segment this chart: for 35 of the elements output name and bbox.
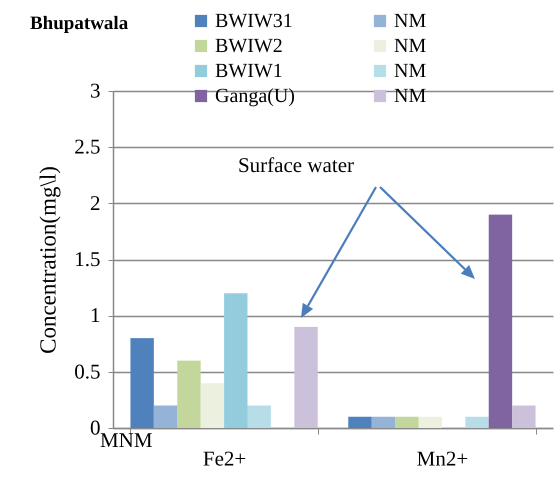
- legend-label: NM: [394, 35, 426, 57]
- bar: [294, 326, 318, 428]
- bar: [154, 406, 178, 428]
- legend-label: BWIW31: [215, 10, 293, 32]
- bar: [465, 416, 489, 428]
- y-tick-label: 1: [90, 303, 100, 328]
- chart-title: Bhupatwala: [30, 13, 128, 35]
- bar: [177, 360, 201, 428]
- y-tick-label: 3: [90, 78, 100, 102]
- legend-label: NM: [394, 10, 426, 32]
- bar: [200, 383, 224, 428]
- bar: [248, 406, 271, 428]
- legend-label: BWIW2: [215, 35, 283, 57]
- y-tick-label: 0: [90, 416, 100, 440]
- y-tick-label: 2.5: [74, 134, 100, 159]
- legend-label: Ganga(U): [215, 85, 295, 107]
- annotation: Surface water: [238, 153, 354, 178]
- y-tick-label: 2: [90, 190, 100, 215]
- x-tick-label: Mn2+: [416, 446, 468, 470]
- bar: [372, 416, 396, 428]
- bar: [418, 416, 442, 428]
- bar: [348, 416, 372, 428]
- bar: [224, 293, 248, 428]
- y-tick-label: 1.5: [74, 247, 100, 271]
- y-axis-title: Concentration(mg\l): [35, 166, 60, 354]
- y-tick-label: 0.5: [74, 359, 100, 384]
- legend-label: BWIW1: [215, 60, 283, 82]
- bar: [130, 338, 154, 428]
- bar: [512, 406, 536, 428]
- x-tick-label: Fe2+: [202, 446, 246, 470]
- annotation: MNM: [100, 428, 153, 453]
- legend-label: NM: [394, 85, 426, 107]
- bar: [395, 416, 418, 428]
- bar: [488, 214, 512, 428]
- legend-label: NM: [394, 60, 426, 82]
